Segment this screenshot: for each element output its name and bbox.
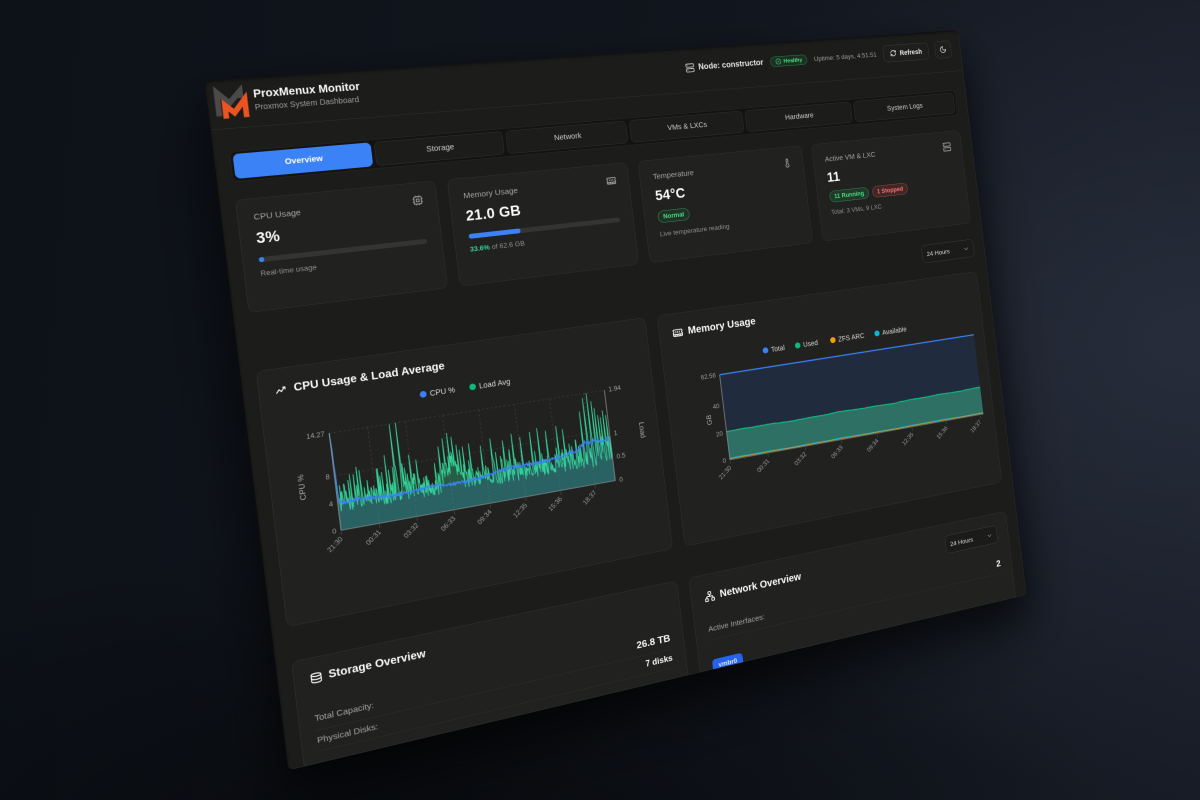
svg-text:0: 0 [332,527,337,536]
svg-text:Used: Used [803,338,819,348]
svg-text:15:36: 15:36 [935,425,949,441]
svg-text:03:32: 03:32 [793,450,808,466]
svg-text:09:34: 09:34 [866,437,880,453]
svg-text:8: 8 [325,473,330,482]
svg-text:CPU %: CPU % [429,385,456,398]
svg-text:06:33: 06:33 [830,444,845,460]
svg-text:18:37: 18:37 [581,489,598,507]
svg-text:12:35: 12:35 [511,501,528,519]
svg-text:00:31: 00:31 [756,457,771,474]
svg-text:21:30: 21:30 [717,464,733,481]
svg-text:Total: Total [771,343,786,353]
svg-text:Load: Load [637,421,647,439]
svg-text:03:32: 03:32 [402,521,420,539]
svg-text:15:36: 15:36 [547,495,564,513]
svg-text:62.56: 62.56 [700,372,716,382]
svg-text:20: 20 [716,430,724,439]
svg-text:ZFS ARC: ZFS ARC [838,331,865,343]
svg-text:09:34: 09:34 [476,508,494,526]
svg-text:0.5: 0.5 [616,451,626,460]
svg-text:CPU %: CPU % [295,473,308,501]
svg-text:1: 1 [613,429,617,437]
svg-text:21:30: 21:30 [325,535,344,554]
svg-text:0: 0 [619,475,623,483]
svg-text:1.94: 1.94 [608,384,621,394]
svg-text:06:33: 06:33 [439,515,457,533]
svg-text:4: 4 [328,500,333,509]
svg-text:40: 40 [712,402,720,411]
svg-text:Available: Available [882,325,907,337]
svg-text:GB: GB [704,414,713,426]
svg-text:12:35: 12:35 [901,431,915,447]
svg-text:Load Avg: Load Avg [479,377,511,390]
svg-text:00:31: 00:31 [364,528,383,547]
svg-text:14.27: 14.27 [306,430,325,441]
svg-text:18:37: 18:37 [969,419,982,435]
svg-text:0: 0 [722,457,726,465]
